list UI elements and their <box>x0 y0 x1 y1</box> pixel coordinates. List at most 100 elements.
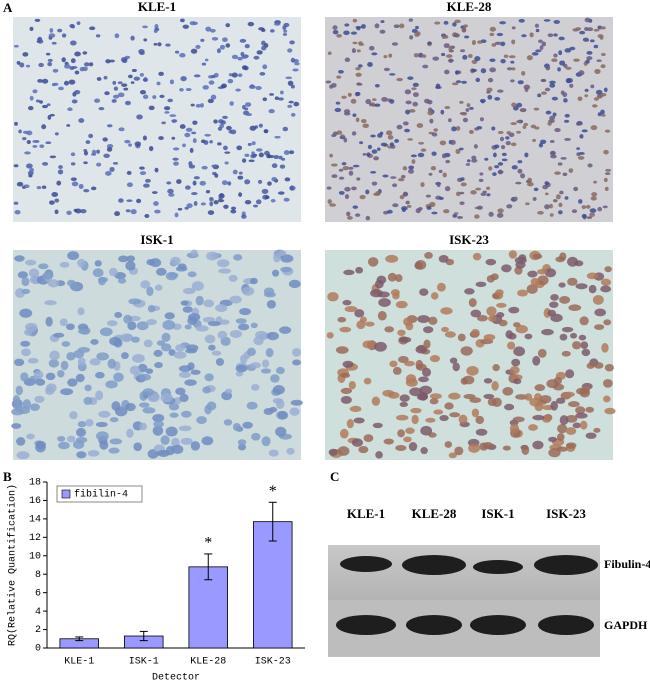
cell <box>354 309 365 318</box>
cell <box>185 348 198 354</box>
cell <box>517 80 524 85</box>
cell <box>167 98 173 103</box>
cell <box>278 155 283 160</box>
cell <box>287 104 293 108</box>
cell <box>261 359 270 368</box>
cell <box>192 180 197 186</box>
cell <box>551 58 558 63</box>
cell <box>597 206 603 212</box>
cell <box>139 166 145 170</box>
cell <box>251 151 255 155</box>
cell <box>174 212 179 218</box>
cell <box>584 17 591 23</box>
cell <box>435 83 441 89</box>
cell <box>273 154 280 160</box>
cell <box>534 384 546 392</box>
cell <box>272 269 280 277</box>
cell <box>29 26 34 31</box>
cell <box>16 451 30 460</box>
cell <box>213 200 219 205</box>
cell <box>356 26 361 31</box>
cell <box>175 387 186 396</box>
cell <box>236 145 243 151</box>
cell <box>515 181 522 185</box>
cell <box>594 68 601 75</box>
cell <box>289 185 294 191</box>
cell <box>406 204 412 208</box>
cell <box>524 393 533 401</box>
cell <box>120 56 127 63</box>
cell <box>185 87 192 92</box>
cell <box>348 380 356 390</box>
cell <box>577 96 583 102</box>
cell <box>448 392 461 400</box>
micrograph <box>13 17 301 222</box>
cell <box>344 306 358 313</box>
cell <box>359 316 367 324</box>
cell <box>202 85 209 90</box>
cell <box>431 151 437 156</box>
cell <box>235 364 248 373</box>
cell <box>382 174 389 178</box>
cell <box>196 416 207 425</box>
cell <box>279 326 292 334</box>
cell <box>544 204 550 210</box>
cell <box>510 142 517 147</box>
cell <box>235 318 247 324</box>
cell <box>511 165 518 170</box>
cell <box>241 55 248 59</box>
cell <box>350 98 357 104</box>
cell <box>22 130 29 134</box>
cell <box>24 151 31 155</box>
cell <box>56 180 62 186</box>
cell <box>264 195 270 200</box>
cell <box>490 273 499 281</box>
cell <box>148 145 154 152</box>
cell <box>273 253 281 263</box>
cell <box>593 427 601 433</box>
cell <box>436 182 441 188</box>
cell <box>244 153 250 158</box>
cell <box>338 190 345 195</box>
cell <box>77 258 86 268</box>
cell <box>192 138 197 144</box>
cell <box>78 183 84 190</box>
cell <box>204 334 216 344</box>
cell <box>370 134 376 138</box>
cell <box>35 378 46 386</box>
cell <box>329 153 333 158</box>
cell <box>287 80 294 86</box>
cell <box>342 299 352 306</box>
cell <box>211 164 217 168</box>
cell <box>99 327 113 337</box>
cell <box>559 295 571 304</box>
cell <box>506 130 511 135</box>
cell <box>338 176 345 180</box>
cell <box>353 417 365 424</box>
cell <box>549 301 559 308</box>
cell <box>113 372 124 382</box>
cell <box>200 139 206 144</box>
cell <box>578 70 585 76</box>
cell <box>20 372 29 382</box>
cell <box>288 279 301 289</box>
cell <box>532 253 543 260</box>
cell <box>350 31 358 35</box>
cell <box>355 91 361 97</box>
cell <box>510 122 517 126</box>
cell <box>573 58 580 62</box>
cell <box>441 153 447 159</box>
cell <box>88 62 94 67</box>
cell <box>96 149 101 154</box>
cell <box>70 24 75 29</box>
cell <box>213 72 219 78</box>
cell <box>98 410 111 418</box>
cell <box>109 336 122 346</box>
cell <box>444 186 451 192</box>
cell <box>142 407 156 414</box>
cell <box>136 321 149 331</box>
cell <box>38 263 49 270</box>
cell <box>568 304 582 311</box>
cell <box>169 412 179 418</box>
cell <box>389 142 395 147</box>
